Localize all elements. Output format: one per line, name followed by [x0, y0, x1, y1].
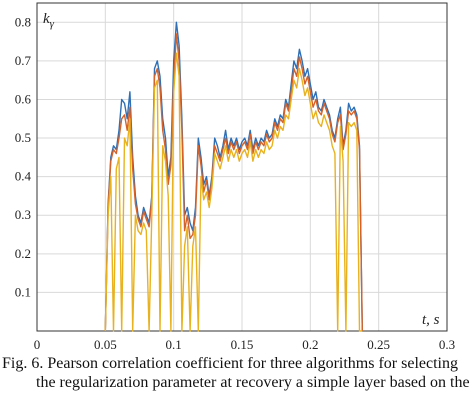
y-tick-label: 0.5 — [15, 130, 31, 145]
y-tick-label: 0.4 — [15, 169, 32, 184]
figure-caption: Fig. 6. Pearson correlation coefficient … — [2, 354, 472, 392]
y-tick-label: 0.1 — [15, 284, 31, 299]
series-line-1 — [104, 21, 363, 332]
caption-line-1: Fig. 6. Pearson correlation coefficient … — [2, 355, 458, 372]
y-tick-label: 0.8 — [15, 14, 31, 29]
y-axis-label: kγ — [43, 11, 55, 30]
series-line-3 — [104, 52, 363, 332]
series-group — [104, 21, 363, 332]
x-tick-label: 0.25 — [367, 337, 390, 352]
y-tick-label: 0.7 — [15, 53, 32, 68]
x-axis-label: t, s — [422, 312, 440, 328]
x-tick-label: 0.1 — [166, 337, 182, 352]
y-axis-label-subscript: γ — [50, 18, 55, 30]
x-tick-label: 0.05 — [94, 337, 117, 352]
chart: 0.1 0.2 0.3 0.4 0.5 0.6 0.7 0.8 0 0.05 0.1 0.15 0.2… — [15, 2, 455, 352]
series-line-2 — [104, 33, 363, 332]
x-tick-label: 0.3 — [439, 337, 455, 352]
y-tick-label: 0.6 — [15, 91, 32, 106]
y-axis-label-symbol: k — [43, 11, 50, 27]
x-tick-labels: 0 0.05 0.1 0.15 0.2 0.25 0.3 — [34, 337, 455, 352]
x-tick-label: 0.15 — [231, 337, 254, 352]
x-tick-label: 0.2 — [302, 337, 318, 352]
y-tick-labels: 0.1 0.2 0.3 0.4 0.5 0.6 0.7 0.8 — [15, 14, 32, 299]
plot-frame — [36, 2, 448, 332]
caption-line-2: the regularization parameter at recovery… — [36, 374, 470, 391]
y-tick-label: 0.2 — [15, 246, 31, 261]
grid — [37, 3, 447, 331]
x-tick-label: 0 — [34, 337, 41, 352]
y-tick-label: 0.3 — [15, 207, 31, 222]
